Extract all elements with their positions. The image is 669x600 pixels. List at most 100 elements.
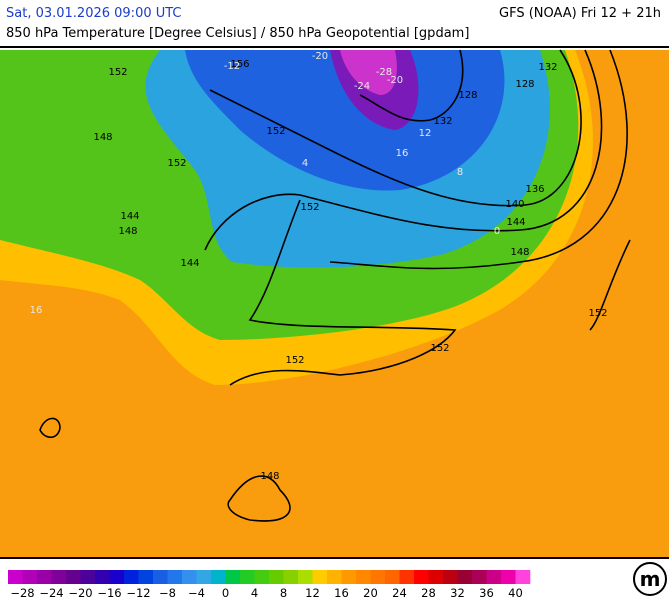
color-swatch (66, 570, 81, 584)
legend-tick-label: 4 (251, 586, 258, 600)
color-swatch (443, 570, 458, 584)
color-swatch (501, 570, 516, 584)
geopotential-label: 140 (505, 199, 524, 210)
color-swatch (124, 570, 139, 584)
color-swatch (269, 570, 284, 584)
geopotential-label: 132 (433, 116, 452, 127)
model-run: GFS (NOAA) Fri 12 + 21h (499, 6, 661, 21)
color-swatch (356, 570, 371, 584)
legend-tick-label: −16 (97, 586, 121, 600)
temp-band (185, 50, 505, 191)
color-swatch (457, 570, 473, 584)
temperature-label: 8 (457, 167, 463, 178)
color-swatch (95, 570, 110, 584)
header: Sat, 03.01.2026 09:00 UTC GFS (NOAA) Fri… (0, 0, 669, 48)
color-swatch (399, 570, 415, 584)
isoline (204, 49, 603, 251)
legend-tick-label: 20 (363, 586, 378, 600)
color-swatch (298, 570, 313, 584)
legend-tick-label: −28 (10, 586, 34, 600)
color-swatch (472, 570, 487, 584)
isoline (229, 199, 457, 386)
color-swatch (428, 570, 444, 584)
color-swatch (8, 570, 23, 584)
color-swatch (486, 570, 502, 584)
color-swatch (370, 570, 386, 584)
isolines (39, 49, 631, 522)
geopotential-label: 144 (120, 211, 139, 222)
geopotential-label: 148 (93, 132, 112, 143)
legend-tick-label: 16 (334, 586, 349, 600)
color-swatch (153, 570, 168, 584)
temperature-label: -28 (376, 67, 392, 78)
legend-tick-label: −12 (126, 586, 150, 600)
geopotential-label: 152 (108, 67, 127, 78)
color-swatch (385, 570, 400, 584)
color-swatch (196, 570, 212, 584)
temperature-label: -12 (224, 61, 240, 72)
isoline (359, 49, 464, 122)
color-swatch (240, 570, 255, 584)
geopotential-label: 144 (506, 217, 525, 228)
legend-tick-label: 24 (392, 586, 407, 600)
temperature-label: 0 (494, 226, 500, 237)
geopotential-label: 152 (300, 202, 319, 213)
temperature-label: 12 (419, 128, 432, 139)
geopotential-label: 152 (285, 355, 304, 366)
legend-tick-label: −24 (39, 586, 63, 600)
valid-time: Sat, 03.01.2026 09:00 UTC (6, 6, 182, 21)
color-swatch (515, 570, 531, 584)
color-swatch (167, 570, 183, 584)
legend-tick-label: 28 (421, 586, 436, 600)
temperature-label: 16 (30, 305, 43, 316)
color-swatch (109, 570, 125, 584)
color-swatch (414, 570, 429, 584)
geopotential-label: 148 (260, 471, 279, 482)
legend-tick-label: −20 (68, 586, 92, 600)
temperature-label: 4 (302, 158, 308, 169)
color-swatch (138, 570, 154, 584)
temperature-label: -24 (354, 81, 370, 92)
color-swatch (182, 570, 197, 584)
isoline (227, 475, 291, 522)
legend-tick-label: 8 (280, 586, 287, 600)
legend-tick-label: −8 (159, 586, 176, 600)
color-swatch (22, 570, 38, 584)
color-swatch (341, 570, 357, 584)
geopotential-label: 148 (118, 226, 137, 237)
temperature-label: -20 (312, 51, 328, 62)
logo (633, 562, 667, 596)
color-swatch (254, 570, 270, 584)
color-swatch (51, 570, 67, 584)
legend-tick-label: −4 (188, 586, 205, 600)
logo-mark: m (640, 567, 661, 591)
geopotential-label: 156 (230, 59, 249, 70)
legend-tick-label: 36 (479, 586, 494, 600)
geopotential-label: 152 (266, 126, 285, 137)
isoline (39, 417, 61, 439)
isoline (329, 49, 628, 270)
geopotential-label: 148 (510, 247, 529, 258)
temperature-label: -20 (387, 75, 403, 86)
temp-band (340, 50, 397, 95)
isoline (209, 49, 582, 207)
legend-tick-label: 0 (222, 586, 229, 600)
geopotential-label: 132 (538, 62, 557, 73)
isoline (589, 239, 631, 331)
color-swatch (225, 570, 241, 584)
color-swatch (312, 570, 328, 584)
geopotential-label: 128 (458, 90, 477, 101)
legend-tick-label: 32 (450, 586, 465, 600)
color-swatch (80, 570, 96, 584)
geopotential-label: 136 (525, 184, 544, 195)
geopotential-label: 152 (588, 308, 607, 319)
color-swatch (37, 570, 52, 584)
legend-tick-label: 40 (508, 586, 523, 600)
legend-tick-label: 12 (305, 586, 320, 600)
geopotential-label: 152 (167, 158, 186, 169)
color-swatch (283, 570, 299, 584)
color-swatch (327, 570, 342, 584)
geopotential-label: 152 (430, 343, 449, 354)
subtitle: 850 hPa Temperature [Degree Celsius] / 8… (6, 26, 470, 41)
